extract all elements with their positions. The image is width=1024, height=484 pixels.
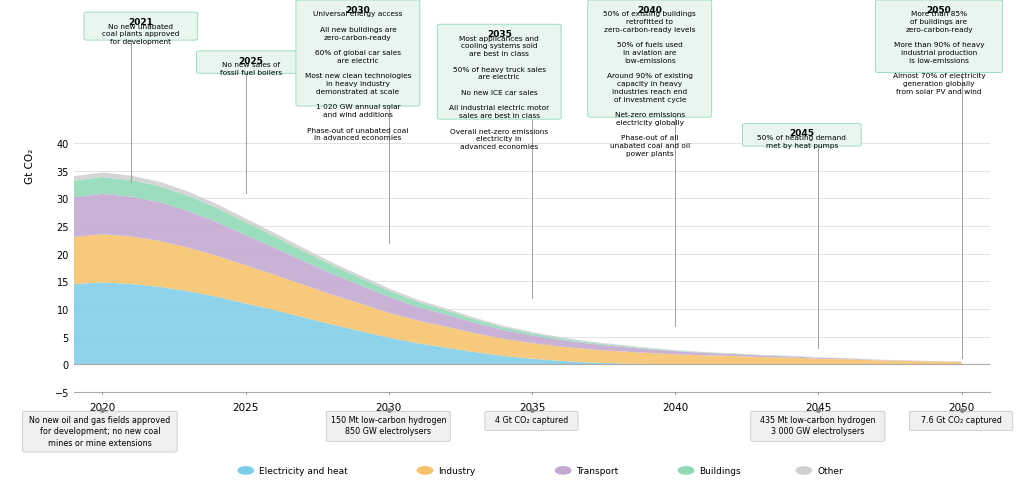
Text: 50% of existing buildings
retrofitted to
zero-carbon-ready levels

50% of fuels : 50% of existing buildings retrofitted to…: [603, 12, 696, 157]
Text: 2045: 2045: [805, 402, 831, 412]
Text: 2030: 2030: [376, 402, 401, 412]
Text: 7.6 Gt CO₂ captured: 7.6 Gt CO₂ captured: [921, 415, 1001, 424]
Text: 2040: 2040: [663, 402, 688, 412]
Text: No new unabated
coal plants approved
for development: No new unabated coal plants approved for…: [102, 24, 179, 45]
Text: Industry: Industry: [438, 466, 475, 475]
Text: 2050: 2050: [927, 6, 951, 15]
Text: 2035: 2035: [486, 30, 512, 39]
Text: 2025: 2025: [232, 402, 259, 412]
Text: 2045: 2045: [790, 129, 814, 138]
Text: 150 Mt low-carbon hydrogen
850 GW electrolysers: 150 Mt low-carbon hydrogen 850 GW electr…: [331, 415, 446, 435]
Text: 4 Gt CO₂ captured: 4 Gt CO₂ captured: [495, 415, 568, 424]
Text: Most applicances and
cooling systems sold
are best in class

50% of heavy truck : Most applicances and cooling systems sol…: [450, 36, 549, 150]
Text: 2030: 2030: [345, 6, 371, 15]
Text: Electricity and heat: Electricity and heat: [259, 466, 348, 475]
Text: 2021: 2021: [128, 18, 154, 27]
Text: No new oil and gas fields approved
for development; no new coal
mines or mine ex: No new oil and gas fields approved for d…: [29, 415, 170, 447]
Y-axis label: Gt CO₂: Gt CO₂: [26, 148, 35, 183]
Text: 2020: 2020: [89, 402, 116, 412]
Text: Other: Other: [817, 466, 843, 475]
Text: 2040: 2040: [637, 6, 663, 15]
Text: More than 85%
of buildings are
zero-carbon-ready

More than 90% of heavy
industr: More than 85% of buildings are zero-carb…: [893, 12, 985, 95]
Text: 2050: 2050: [948, 402, 975, 412]
Text: Transport: Transport: [577, 466, 618, 475]
Text: 2025: 2025: [239, 57, 263, 66]
Text: 435 Mt low-carbon hydrogen
3 000 GW electrolysers: 435 Mt low-carbon hydrogen 3 000 GW elec…: [760, 415, 876, 435]
Text: No new sales of
fossil fuel boilers: No new sales of fossil fuel boilers: [220, 62, 282, 76]
Text: 50% of heating demand
met by heat pumps: 50% of heating demand met by heat pumps: [758, 135, 846, 149]
Text: 2035: 2035: [519, 402, 545, 412]
Text: Buildings: Buildings: [699, 466, 741, 475]
Text: Universal energy access

All new buildings are
zero-carbon-ready

60% of global : Universal energy access All new building…: [305, 12, 411, 141]
